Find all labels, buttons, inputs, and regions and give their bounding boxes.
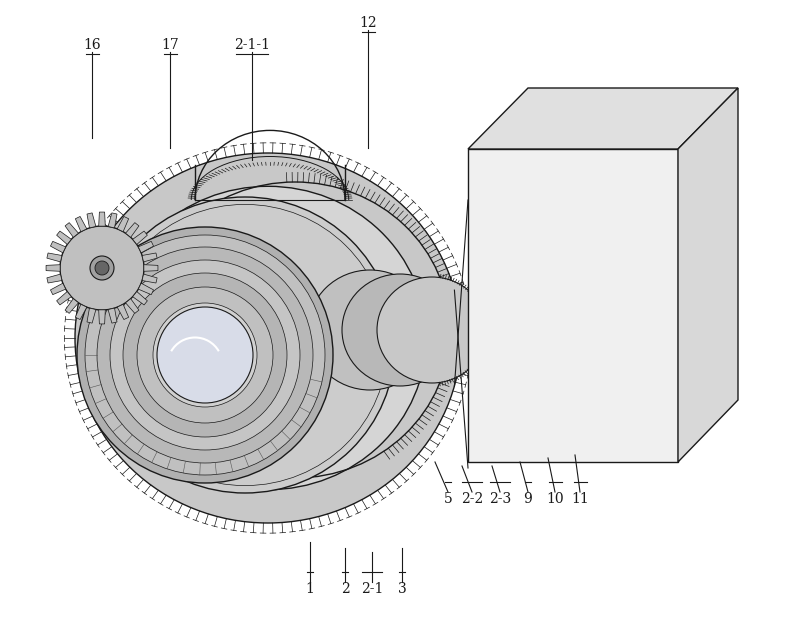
Text: 2-2: 2-2 xyxy=(461,492,483,506)
Polygon shape xyxy=(117,304,129,320)
Text: 2-3: 2-3 xyxy=(489,492,511,506)
Polygon shape xyxy=(144,265,158,271)
Polygon shape xyxy=(46,265,60,271)
Polygon shape xyxy=(133,291,147,305)
Circle shape xyxy=(137,287,273,423)
Text: 3: 3 xyxy=(398,582,406,596)
Circle shape xyxy=(95,261,109,275)
Circle shape xyxy=(60,226,144,310)
Circle shape xyxy=(85,235,325,475)
Polygon shape xyxy=(142,253,157,262)
Ellipse shape xyxy=(308,270,432,390)
Ellipse shape xyxy=(246,252,264,262)
Circle shape xyxy=(157,307,253,403)
Text: 10: 10 xyxy=(546,492,564,506)
Polygon shape xyxy=(75,217,87,232)
Ellipse shape xyxy=(110,186,426,490)
Text: 11: 11 xyxy=(571,492,589,506)
Ellipse shape xyxy=(75,153,461,523)
Polygon shape xyxy=(65,222,78,237)
Text: 2: 2 xyxy=(341,582,350,596)
Polygon shape xyxy=(468,149,678,462)
Polygon shape xyxy=(133,231,147,245)
Polygon shape xyxy=(47,274,62,283)
Circle shape xyxy=(153,303,257,407)
Ellipse shape xyxy=(204,339,226,371)
Circle shape xyxy=(90,256,114,280)
Polygon shape xyxy=(678,88,738,462)
Text: 16: 16 xyxy=(83,38,101,52)
Circle shape xyxy=(276,299,284,307)
Polygon shape xyxy=(126,222,139,237)
Polygon shape xyxy=(50,283,66,294)
Circle shape xyxy=(97,247,313,463)
Polygon shape xyxy=(98,310,106,324)
Polygon shape xyxy=(138,242,154,253)
Circle shape xyxy=(221,261,229,269)
Polygon shape xyxy=(47,253,62,262)
Text: 17: 17 xyxy=(161,38,179,52)
Polygon shape xyxy=(142,274,157,283)
Text: 2-1-1: 2-1-1 xyxy=(234,38,270,52)
Ellipse shape xyxy=(377,277,487,383)
Polygon shape xyxy=(468,88,738,149)
Polygon shape xyxy=(138,283,154,294)
Polygon shape xyxy=(126,299,139,314)
Polygon shape xyxy=(87,213,96,228)
Text: 5: 5 xyxy=(444,492,452,506)
Circle shape xyxy=(110,260,300,450)
Polygon shape xyxy=(57,291,71,305)
Text: 9: 9 xyxy=(524,492,532,506)
Ellipse shape xyxy=(342,274,458,386)
Polygon shape xyxy=(108,213,117,228)
Ellipse shape xyxy=(95,197,395,493)
Polygon shape xyxy=(87,308,96,323)
Polygon shape xyxy=(50,242,66,253)
Circle shape xyxy=(251,391,269,409)
Polygon shape xyxy=(108,308,117,323)
Text: 12: 12 xyxy=(359,16,377,30)
Circle shape xyxy=(123,273,287,437)
Polygon shape xyxy=(117,217,129,232)
Circle shape xyxy=(77,227,333,483)
Polygon shape xyxy=(98,212,106,226)
Text: 2-1: 2-1 xyxy=(361,582,383,596)
Polygon shape xyxy=(65,299,78,314)
Polygon shape xyxy=(57,231,71,245)
Text: 1: 1 xyxy=(306,582,314,596)
Polygon shape xyxy=(75,304,87,320)
